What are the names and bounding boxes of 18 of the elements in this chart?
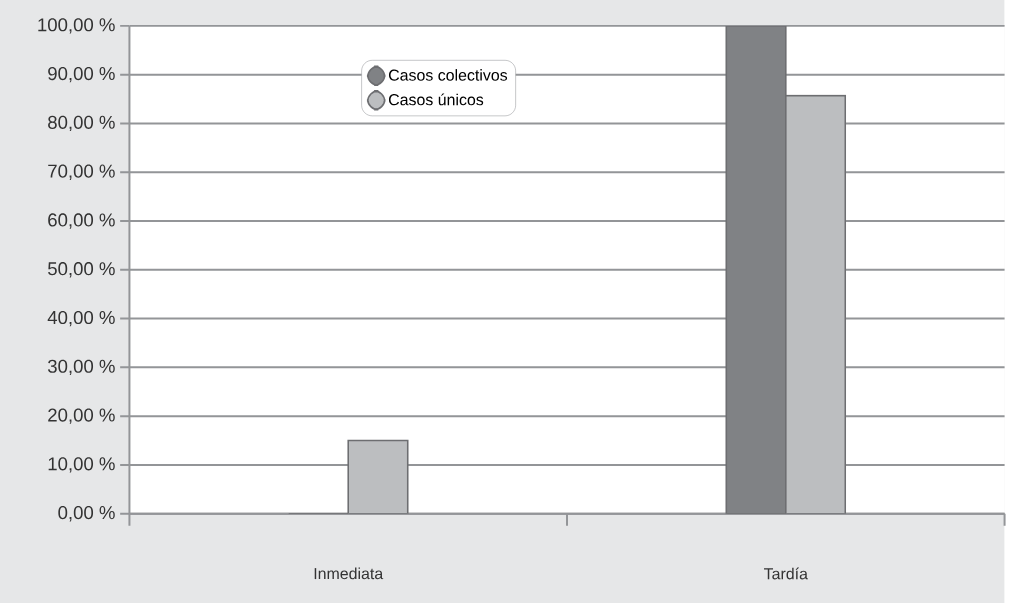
y-tick-label: 40,00 %: [47, 310, 115, 327]
y-tick-label: 90,00 %: [48, 66, 115, 83]
y-tick-label: 100,00 %: [38, 18, 115, 34]
y-tick-label: 60,00 %: [48, 213, 115, 229]
legend-label: Casos colectivos: [388, 68, 508, 81]
y-tick-label: 50,00 %: [48, 261, 115, 278]
y-tick-label: 80,00 %: [48, 115, 115, 131]
y-tick-label: 30,00 %: [47, 359, 115, 375]
legend-label: Casos únicos: [388, 93, 484, 106]
x-tick-label: Inmediata: [314, 567, 384, 580]
y-tick-label: 10,00 %: [48, 457, 115, 473]
x-tick-label: Tardía: [764, 567, 808, 580]
y-tick-label: 70,00 %: [48, 164, 115, 180]
bar: [785, 94, 847, 514]
y-tick-label: 20,00 %: [48, 408, 115, 424]
y-tick-label: 0,00 %: [58, 505, 115, 522]
bar: [725, 25, 787, 514]
bar: [347, 439, 409, 514]
